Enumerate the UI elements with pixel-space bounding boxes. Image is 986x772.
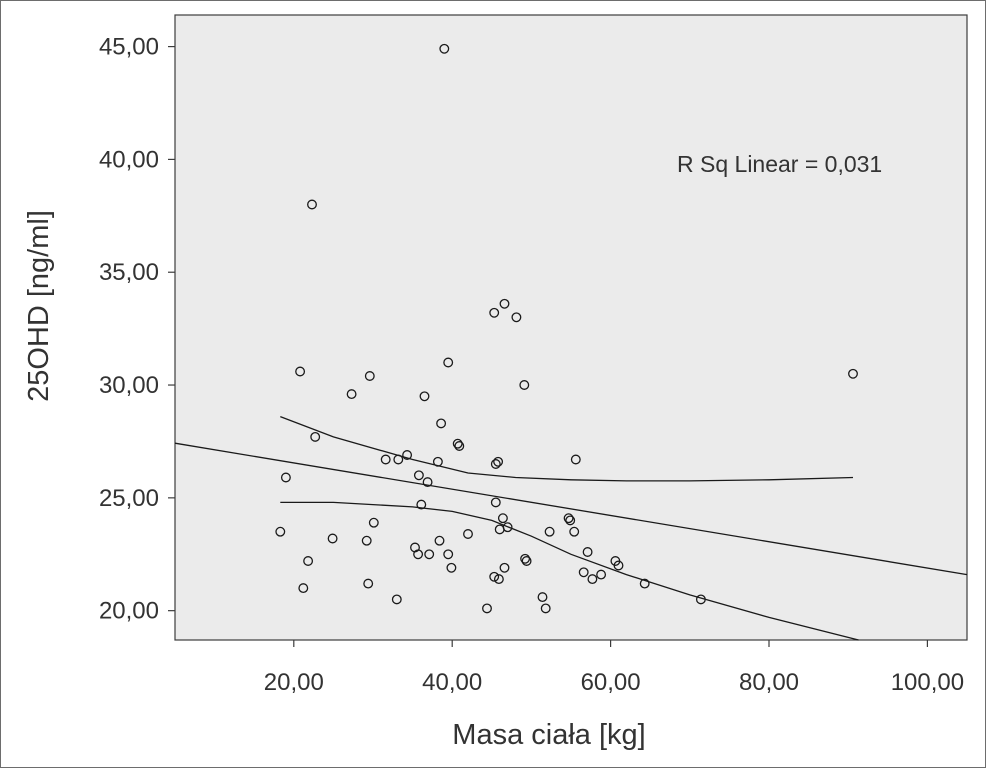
x-tick-label: 100,00 <box>891 669 964 696</box>
x-tick-label: 20,00 <box>264 669 324 696</box>
scatter-chart: 20,00 40,00 60,00 80,00 100,00 20,00 25,00 30,… <box>1 1 985 767</box>
y-tick-label: 40,00 <box>99 146 159 173</box>
figure-frame: 20,00 40,00 60,00 80,00 100,00 20,00 25,00 30,… <box>0 0 986 768</box>
x-tick-label: 40,00 <box>422 669 482 696</box>
y-tick-label: 35,00 <box>99 259 159 286</box>
r-squared-annotation: R Sq Linear = 0,031 <box>677 151 882 177</box>
y-axis-title: 25OHD [ng/ml] <box>23 210 55 402</box>
y-tick-label: 30,00 <box>99 372 159 399</box>
y-tick-label: 45,00 <box>99 34 159 61</box>
y-tick-label: 25,00 <box>99 485 159 512</box>
x-tick-label: 60,00 <box>581 669 641 696</box>
y-tick-label: 20,00 <box>99 598 159 625</box>
plot-area <box>175 15 967 640</box>
x-axis-title: Masa ciała [kg] <box>452 719 645 751</box>
x-tick-label: 80,00 <box>739 669 799 696</box>
